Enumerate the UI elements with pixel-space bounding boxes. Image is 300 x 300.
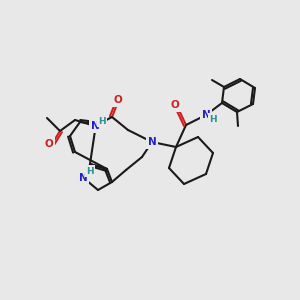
Text: O: O [114,95,122,105]
Text: N: N [148,137,156,147]
Text: H: H [98,116,106,125]
Text: O: O [45,139,53,149]
Text: H: H [86,167,94,176]
Text: H: H [209,115,217,124]
Text: N: N [91,121,99,131]
Text: O: O [171,100,179,110]
Text: N: N [202,110,210,120]
Text: N: N [79,173,87,183]
